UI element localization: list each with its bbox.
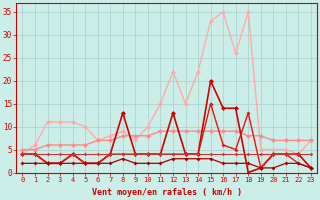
X-axis label: Vent moyen/en rafales ( km/h ): Vent moyen/en rafales ( km/h ) <box>92 188 242 197</box>
